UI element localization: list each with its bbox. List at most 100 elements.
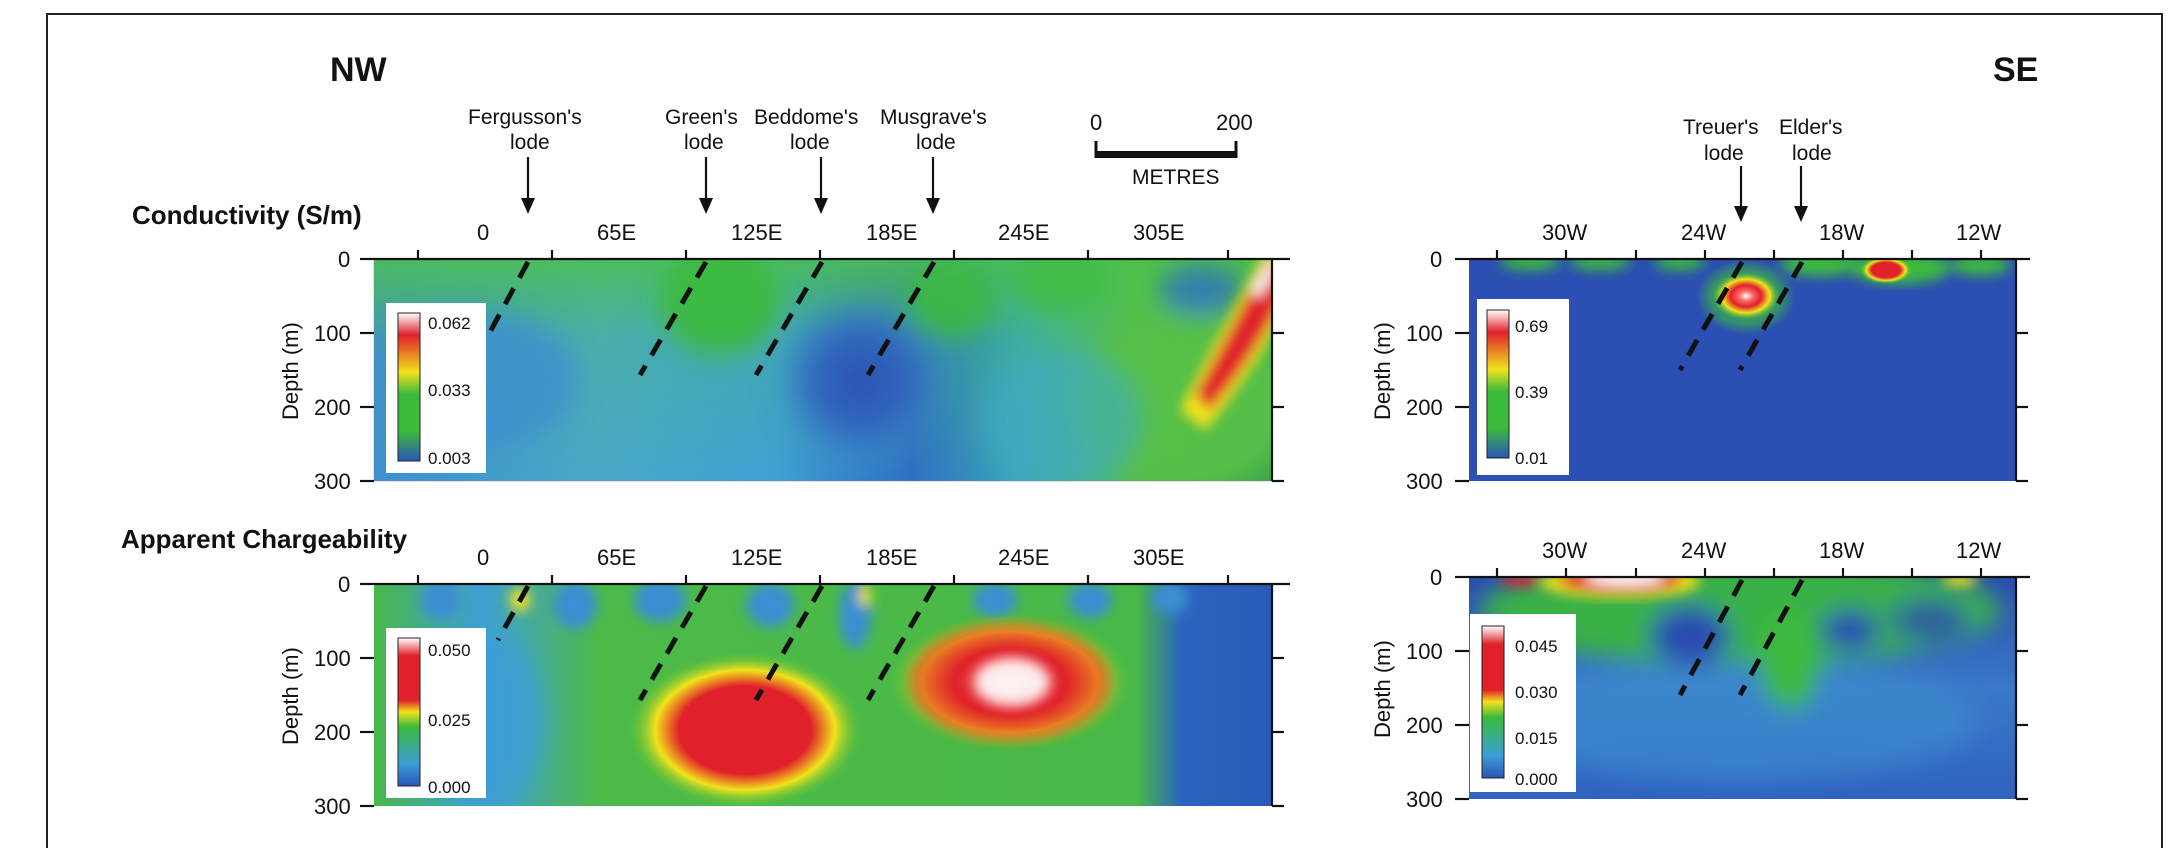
y-axis-label: Depth (m) <box>1370 322 1395 420</box>
x-tick: 30W <box>1542 220 1587 245</box>
direction-se: SE <box>1993 51 2038 89</box>
legend-value: 0.69 <box>1515 317 1548 336</box>
direction-nw: NW <box>330 51 388 89</box>
x-tick: 65E <box>597 545 636 570</box>
x-tick: 245E <box>998 220 1049 245</box>
scale-bar-end: 200 <box>1216 110 1253 135</box>
x-ticks-charge-right: 30W 24W 18W 12W <box>1495 538 2001 577</box>
y-tick: 300 <box>314 469 351 494</box>
y-axis-label: Depth (m) <box>278 322 303 420</box>
conductivity-section-left: 0 65E 125E 185E 245E 305E 0 100 200 300 … <box>278 220 1290 494</box>
legend-charge-right: 0.045 0.030 0.015 0.000 <box>1470 614 1576 792</box>
lode-label-elder: Elder's lode <box>1779 116 1843 222</box>
x-tick: 0 <box>477 220 489 245</box>
lode-suffix: lode <box>684 131 724 154</box>
x-tick: 24W <box>1681 538 1726 563</box>
legend-value: 0.045 <box>1515 637 1558 656</box>
lode-label-beddome: Beddome's lode <box>754 106 858 214</box>
y-tick: 100 <box>314 321 351 346</box>
y-tick: 200 <box>314 395 351 420</box>
x-tick: 12W <box>1956 538 2001 563</box>
lode-name: Green's <box>665 106 738 129</box>
y-tick: 100 <box>1406 639 1443 664</box>
lode-suffix: lode <box>1792 142 1832 165</box>
y-tick: 0 <box>338 247 350 272</box>
lode-name: Fergusson's <box>468 106 582 129</box>
y-axis-label: Depth (m) <box>1370 640 1395 738</box>
lode-trace-green <box>637 584 709 702</box>
legend-value: 0.003 <box>428 449 471 468</box>
x-tick: 185E <box>866 545 917 570</box>
lode-trace-musgrave <box>865 584 937 702</box>
y-ticks-charge-right: 0 100 200 300 <box>1406 565 2028 812</box>
x-tick: 12W <box>1956 220 2001 245</box>
y-ticks-cond-right: 0 100 200 300 <box>1406 247 2028 494</box>
y-tick: 200 <box>1406 395 1443 420</box>
y-tick: 0 <box>338 572 350 597</box>
lode-suffix: lode <box>510 131 550 154</box>
legend-value: 0.030 <box>1515 683 1558 702</box>
lode-label-musgrave: Musgrave's lode <box>880 106 987 214</box>
scale-bar-start: 0 <box>1090 110 1102 135</box>
scale-bar: 0 200 METRES <box>1090 110 1253 189</box>
lode-name: Beddome's <box>754 106 858 129</box>
lode-trace-fergusson <box>495 584 531 642</box>
lode-trace-elder <box>1737 260 1805 372</box>
y-axis-label: Depth (m) <box>278 647 303 745</box>
lode-name: Treuer's <box>1683 116 1759 139</box>
legend-value: 0.000 <box>1515 770 1558 789</box>
y-tick: 100 <box>314 646 351 671</box>
lode-name: Musgrave's <box>880 106 987 129</box>
x-tick: 0 <box>477 545 489 570</box>
x-ticks-cond-left: 0 65E 125E 185E 245E 305E <box>416 220 1230 259</box>
y-ticks-charge-left: 0 100 200 300 <box>314 572 1284 819</box>
y-tick: 200 <box>1406 713 1443 738</box>
x-tick: 30W <box>1542 538 1587 563</box>
scale-bar-unit: METRES <box>1132 166 1220 189</box>
y-tick: 300 <box>1406 787 1443 812</box>
legend-value: 0.062 <box>428 314 471 333</box>
lode-trace-treuer <box>1677 260 1745 372</box>
y-ticks-cond-left: 0 100 200 300 <box>314 247 1284 494</box>
lode-suffix: lode <box>790 131 830 154</box>
y-tick: 200 <box>314 720 351 745</box>
legend-cond-right: 0.69 0.39 0.01 <box>1477 299 1569 475</box>
lode-suffix: lode <box>1704 142 1744 165</box>
x-tick: 125E <box>731 220 782 245</box>
x-tick: 125E <box>731 545 782 570</box>
y-tick: 300 <box>1406 469 1443 494</box>
legend-value: 0.050 <box>428 641 471 660</box>
lode-suffix: lode <box>916 131 956 154</box>
x-tick: 185E <box>866 220 917 245</box>
lode-trace-beddome <box>753 584 825 702</box>
lode-trace-green <box>637 260 709 377</box>
y-tick: 300 <box>314 794 351 819</box>
x-tick: 65E <box>597 220 636 245</box>
x-ticks-charge-left: 0 65E 125E 185E 245E 305E <box>416 545 1230 584</box>
figure-frame <box>46 13 2163 848</box>
x-tick: 305E <box>1133 545 1184 570</box>
x-tick: 24W <box>1681 220 1726 245</box>
conductivity-section-right: 30W 24W 18W 12W 0 100 200 300 Depth (m) … <box>1370 220 2030 494</box>
lode-label-treuer: Treuer's lode <box>1683 116 1759 222</box>
x-tick: 245E <box>998 545 1049 570</box>
lode-name: Elder's <box>1779 116 1843 139</box>
lode-trace-beddome <box>753 260 825 377</box>
lode-trace-treuer <box>1677 578 1745 697</box>
legend-value: 0.025 <box>428 711 471 730</box>
legend-value: 0.015 <box>1515 729 1558 748</box>
y-tick: 0 <box>1430 247 1442 272</box>
chargeability-section-left: 0 65E 125E 185E 245E 305E 0 100 200 300 … <box>278 545 1290 819</box>
legend-value: 0.000 <box>428 778 471 797</box>
x-tick: 305E <box>1133 220 1184 245</box>
lode-trace-elder <box>1737 578 1805 697</box>
legend-value: 0.033 <box>428 381 471 400</box>
legend-value: 0.01 <box>1515 449 1548 468</box>
x-tick: 18W <box>1819 538 1864 563</box>
y-tick: 0 <box>1430 565 1442 590</box>
legend-charge-left: 0.050 0.025 0.000 <box>386 628 486 798</box>
legend-cond-left: 0.062 0.033 0.003 <box>386 303 486 473</box>
y-tick: 100 <box>1406 321 1443 346</box>
x-ticks-cond-right: 30W 24W 18W 12W <box>1495 220 2001 259</box>
